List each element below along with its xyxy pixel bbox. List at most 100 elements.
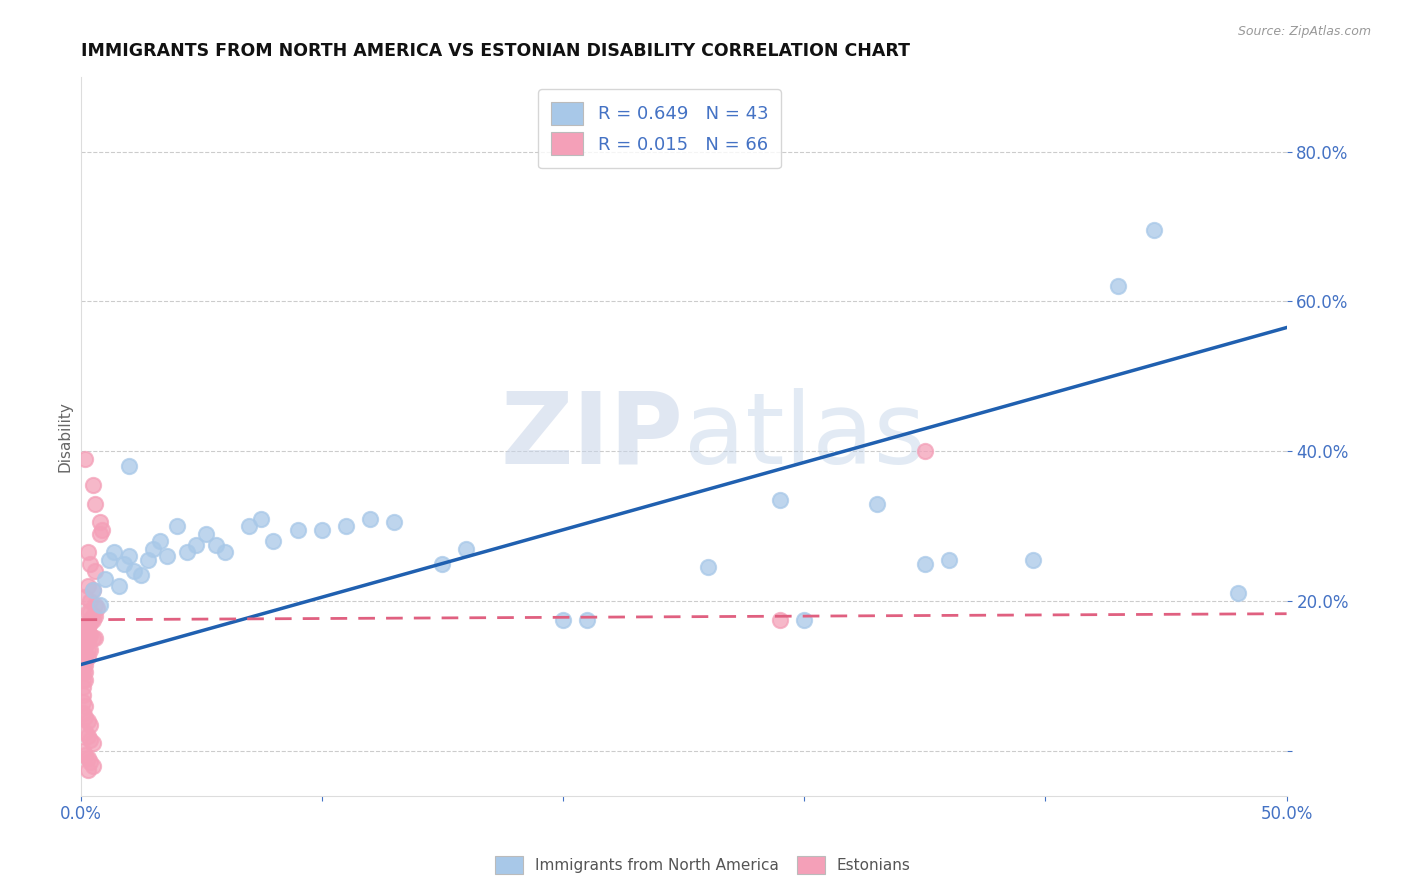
Point xyxy=(75,665,97,680)
Point xyxy=(136,553,159,567)
Point xyxy=(75,451,97,466)
Point xyxy=(696,560,718,574)
Point xyxy=(72,706,94,721)
Point xyxy=(769,613,792,627)
Point xyxy=(551,613,574,627)
Point xyxy=(76,729,98,743)
Point xyxy=(118,549,141,563)
Point xyxy=(84,497,107,511)
Point xyxy=(79,717,101,731)
Point xyxy=(250,511,273,525)
Point xyxy=(72,744,94,758)
Point xyxy=(79,613,101,627)
Point xyxy=(98,553,121,567)
Point xyxy=(914,557,936,571)
Point xyxy=(335,519,357,533)
Point xyxy=(129,567,152,582)
Text: ZIP: ZIP xyxy=(501,388,683,484)
Point xyxy=(76,605,98,619)
Point xyxy=(75,657,97,672)
Point xyxy=(89,598,111,612)
Point xyxy=(311,523,333,537)
Text: atlas: atlas xyxy=(683,388,925,484)
Point xyxy=(75,650,97,665)
Point xyxy=(72,639,94,653)
Point xyxy=(938,553,960,567)
Point xyxy=(82,613,104,627)
Point xyxy=(1022,553,1045,567)
Point xyxy=(82,582,104,597)
Point xyxy=(75,725,97,739)
Point xyxy=(1143,223,1166,237)
Point xyxy=(75,620,97,634)
Point xyxy=(1227,586,1250,600)
Point xyxy=(79,616,101,631)
Point xyxy=(72,657,94,672)
Point xyxy=(82,582,104,597)
Point xyxy=(72,624,94,638)
Point xyxy=(72,673,94,687)
Point xyxy=(1107,279,1129,293)
Point xyxy=(76,620,98,634)
Point xyxy=(103,545,125,559)
Point xyxy=(76,545,98,559)
Point xyxy=(82,609,104,624)
Point xyxy=(72,695,94,709)
Point xyxy=(214,545,236,559)
Point xyxy=(156,549,179,563)
Point xyxy=(112,557,135,571)
Point xyxy=(76,714,98,728)
Point xyxy=(86,601,108,615)
Point xyxy=(72,680,94,694)
Point xyxy=(84,564,107,578)
Point xyxy=(76,616,98,631)
Point xyxy=(166,519,188,533)
Point xyxy=(865,497,887,511)
Point xyxy=(84,609,107,624)
Point xyxy=(76,751,98,765)
Point xyxy=(89,516,111,530)
Point xyxy=(82,736,104,750)
Point xyxy=(76,635,98,649)
Legend: Immigrants from North America, Estonians: Immigrants from North America, Estonians xyxy=(489,850,917,880)
Point xyxy=(75,639,97,653)
Point xyxy=(82,632,104,646)
Point xyxy=(194,526,217,541)
Point xyxy=(108,579,131,593)
Point xyxy=(89,526,111,541)
Legend: R = 0.649   N = 43, R = 0.015   N = 66: R = 0.649 N = 43, R = 0.015 N = 66 xyxy=(538,89,780,168)
Point xyxy=(769,492,792,507)
Point xyxy=(93,572,115,586)
Point xyxy=(204,538,226,552)
Point xyxy=(79,732,101,747)
Point xyxy=(576,613,599,627)
Point xyxy=(76,642,98,657)
Point xyxy=(263,534,285,549)
Point xyxy=(238,519,260,533)
Y-axis label: Disability: Disability xyxy=(58,401,72,472)
Point xyxy=(75,635,97,649)
Point xyxy=(79,755,101,769)
Point xyxy=(456,541,478,556)
Point xyxy=(118,459,141,474)
Point xyxy=(79,605,101,619)
Text: IMMIGRANTS FROM NORTH AMERICA VS ESTONIAN DISABILITY CORRELATION CHART: IMMIGRANTS FROM NORTH AMERICA VS ESTONIA… xyxy=(80,42,910,60)
Point xyxy=(75,624,97,638)
Point xyxy=(91,523,114,537)
Point xyxy=(186,538,208,552)
Text: Source: ZipAtlas.com: Source: ZipAtlas.com xyxy=(1237,25,1371,38)
Point xyxy=(76,763,98,777)
Point xyxy=(432,557,454,571)
Point xyxy=(84,598,107,612)
Point xyxy=(79,642,101,657)
Point xyxy=(72,665,94,680)
Point xyxy=(75,673,97,687)
Point xyxy=(149,534,172,549)
Point xyxy=(359,511,381,525)
Point xyxy=(76,628,98,642)
Point xyxy=(76,579,98,593)
Point xyxy=(914,444,936,458)
Point xyxy=(79,557,101,571)
Point xyxy=(75,591,97,605)
Point xyxy=(72,688,94,702)
